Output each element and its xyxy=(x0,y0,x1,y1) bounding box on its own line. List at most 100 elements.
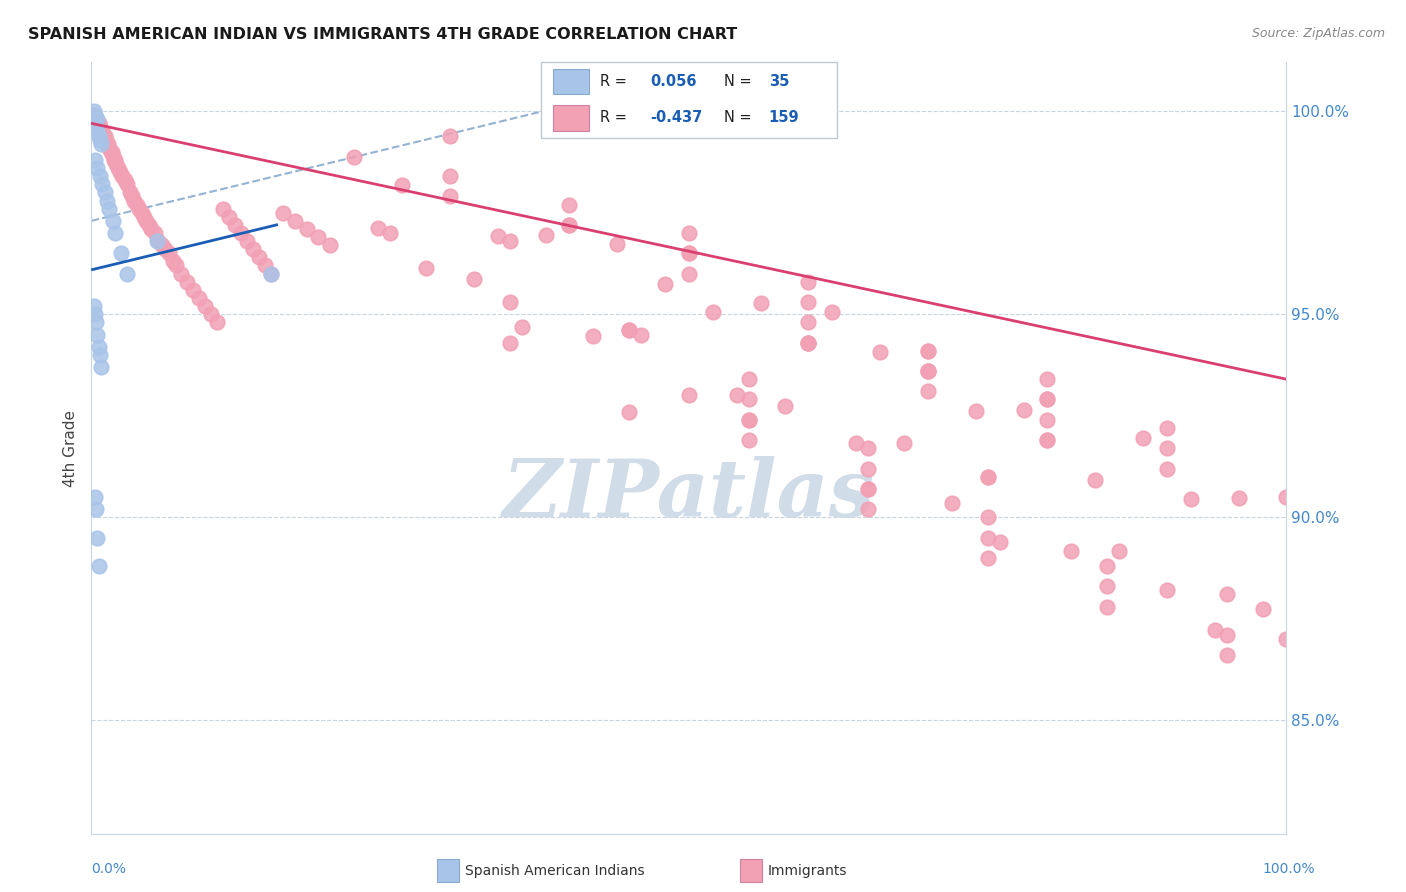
Point xyxy=(104,153,127,167)
Point xyxy=(976,510,998,524)
Point xyxy=(1275,490,1298,504)
Point xyxy=(498,335,520,350)
Point xyxy=(976,469,998,483)
Point xyxy=(170,267,193,281)
Point xyxy=(654,277,676,292)
Point xyxy=(86,116,108,130)
Point xyxy=(295,222,318,236)
Text: R =: R = xyxy=(600,111,627,125)
Point xyxy=(98,202,121,216)
Text: 0.056: 0.056 xyxy=(651,74,697,89)
Point xyxy=(247,251,270,265)
Point xyxy=(1251,602,1274,616)
Point xyxy=(90,136,112,151)
Point xyxy=(148,234,170,248)
Point xyxy=(87,116,110,130)
Point xyxy=(89,120,111,135)
Point xyxy=(84,112,107,127)
Text: N =: N = xyxy=(724,74,752,89)
Bar xyxy=(437,859,458,882)
Text: Source: ZipAtlas.com: Source: ZipAtlas.com xyxy=(1251,27,1385,40)
Bar xyxy=(553,105,589,130)
Point xyxy=(141,222,162,236)
Point xyxy=(1097,559,1119,574)
Point xyxy=(242,242,264,256)
Point xyxy=(229,226,252,240)
Point xyxy=(1227,491,1250,505)
Point xyxy=(702,305,724,319)
Point xyxy=(89,133,111,147)
Point xyxy=(630,328,652,343)
Point xyxy=(678,226,700,240)
Point xyxy=(917,364,939,378)
Point xyxy=(138,218,160,232)
Point xyxy=(391,178,413,192)
Point xyxy=(1036,433,1059,447)
Y-axis label: 4th Grade: 4th Grade xyxy=(63,409,79,487)
Point xyxy=(135,214,157,228)
Point xyxy=(115,267,138,281)
Point xyxy=(83,299,105,313)
Point xyxy=(83,108,105,122)
Point xyxy=(98,141,121,155)
Point xyxy=(917,364,939,378)
Point xyxy=(1036,372,1059,386)
Point xyxy=(93,128,115,143)
Point xyxy=(678,246,700,260)
Point xyxy=(200,307,222,321)
Point xyxy=(463,272,485,286)
Point xyxy=(128,202,150,216)
Point xyxy=(439,169,461,183)
Point xyxy=(205,315,228,329)
Point xyxy=(619,405,641,419)
Point xyxy=(187,291,211,305)
Point xyxy=(797,335,820,350)
Point xyxy=(150,238,173,252)
Point xyxy=(176,275,198,289)
Point xyxy=(917,364,939,378)
Point xyxy=(84,490,107,504)
Point xyxy=(965,404,987,418)
Point xyxy=(976,550,998,565)
Text: 35: 35 xyxy=(769,74,789,89)
Point xyxy=(107,161,129,175)
Point xyxy=(114,173,136,187)
Point xyxy=(856,502,880,516)
Point xyxy=(103,153,125,167)
Point xyxy=(367,221,389,235)
Point xyxy=(84,116,107,130)
Point xyxy=(773,399,796,413)
Point xyxy=(558,218,581,232)
Point xyxy=(1036,413,1059,427)
Point xyxy=(83,104,105,119)
Point xyxy=(797,295,820,310)
Point xyxy=(93,128,114,143)
Point xyxy=(737,413,759,427)
Bar xyxy=(553,69,589,95)
Point xyxy=(87,340,110,354)
Point xyxy=(181,283,204,297)
Point xyxy=(893,435,915,450)
Point xyxy=(1097,599,1119,614)
Point xyxy=(917,343,939,358)
Point xyxy=(869,344,891,359)
Point xyxy=(89,348,111,362)
Point xyxy=(856,442,880,456)
Point xyxy=(86,112,108,127)
Point xyxy=(155,242,177,256)
Point xyxy=(498,295,520,310)
Point xyxy=(1215,587,1237,601)
Point xyxy=(125,197,148,211)
Point xyxy=(108,165,131,179)
Point xyxy=(235,234,259,248)
Point xyxy=(558,197,581,211)
Point xyxy=(162,254,184,268)
Point xyxy=(91,178,114,192)
Point xyxy=(1108,543,1130,558)
Point xyxy=(253,259,276,273)
Point xyxy=(439,189,461,203)
Point xyxy=(100,145,122,159)
Point xyxy=(115,178,138,192)
Point xyxy=(146,234,169,248)
Point xyxy=(1097,579,1119,593)
